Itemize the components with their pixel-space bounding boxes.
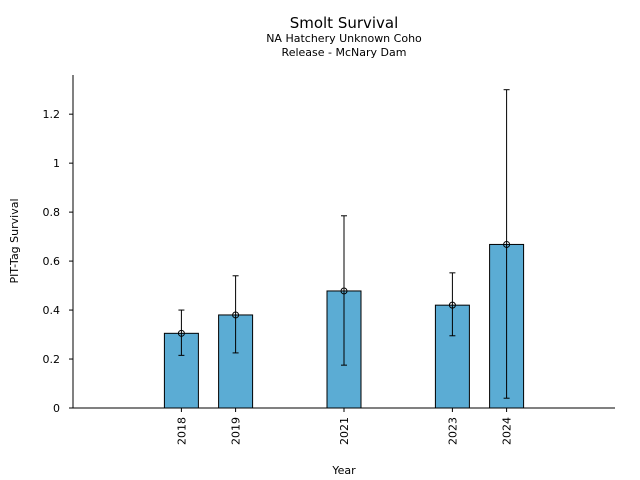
plot-area [163,89,525,409]
y-axis-label: PIT-Tag Survival [8,198,21,283]
point-2023 [448,301,456,309]
x-axis-label: Year [331,464,356,477]
x-tick-label-2019: 2019 [230,417,243,445]
point-2021 [340,287,348,295]
chart-subtitle-line-2: Release - McNary Dam [282,46,407,59]
x-tick-label-2018: 2018 [175,417,188,445]
x-tick-label-2021: 2021 [338,417,351,445]
y-tick-label-1: 1 [53,157,60,170]
y-tick-label-0.4: 0.4 [43,304,61,317]
y-tick-label-0: 0 [53,402,60,415]
point-2024 [503,240,511,248]
point-2019 [232,311,240,319]
y-tick-label-0.8: 0.8 [43,206,61,219]
x-tick-label-2023: 2023 [446,417,459,445]
y-tick-label-1.2: 1.2 [43,108,61,121]
y-tick-label-0.6: 0.6 [43,255,61,268]
chart-subtitle-line-1: NA Hatchery Unknown Coho [266,32,422,45]
point-2018 [177,329,185,337]
y-tick-label-0.2: 0.2 [43,353,61,366]
x-tick-label-2024: 2024 [501,417,514,445]
chart-title: Smolt Survival [290,14,399,32]
